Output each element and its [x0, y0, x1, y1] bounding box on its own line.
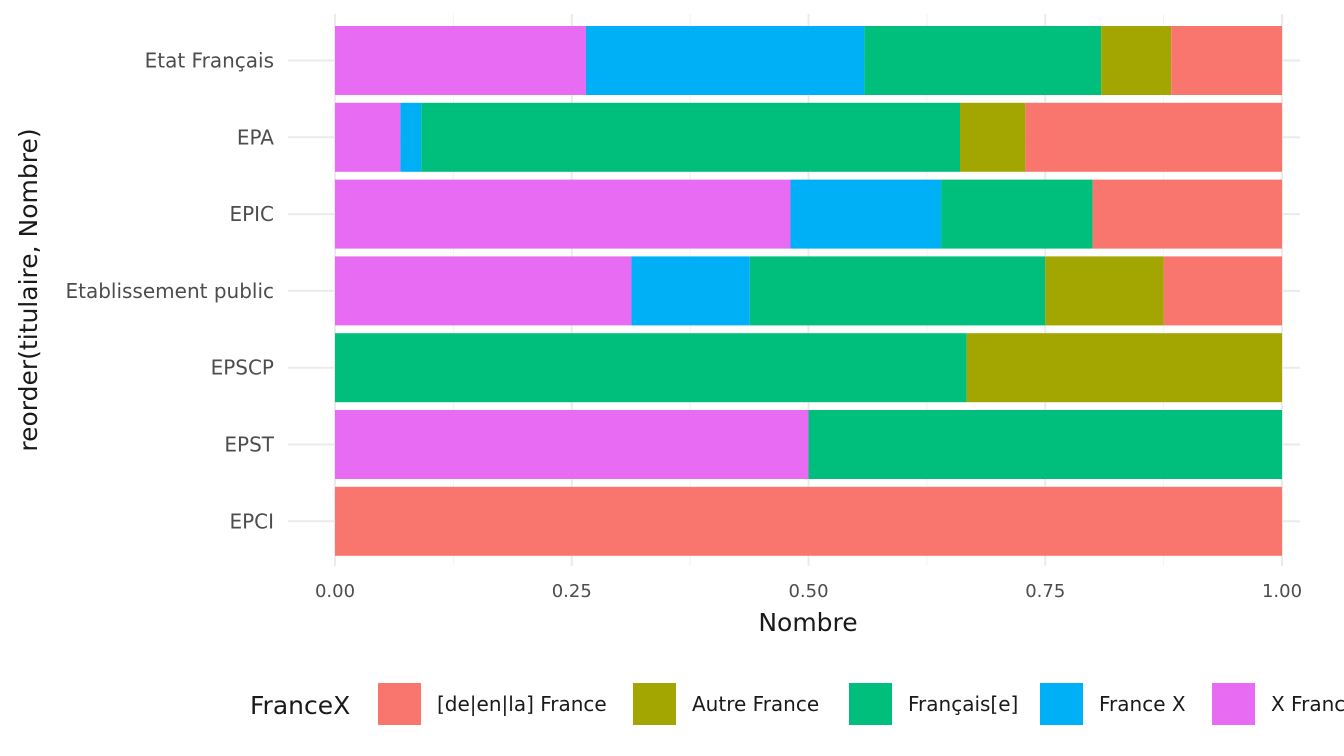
legend-label: Autre France — [692, 692, 819, 716]
y-axis-title: reorder(titulaire, Nombre) — [14, 128, 43, 451]
legend-title: FranceX — [250, 691, 350, 720]
bars — [335, 26, 1282, 556]
x-tick-label: 0.25 — [552, 581, 592, 602]
bar-segment — [335, 26, 586, 95]
x-axis-ticks: 0.00 0.25 0.50 0.75 1.00 — [315, 581, 1302, 602]
x-axis-title: Nombre — [758, 608, 857, 637]
legend-key — [1040, 683, 1083, 725]
legend-label: Français[e] — [908, 692, 1018, 716]
bar-segment — [585, 26, 865, 95]
x-tick-label: 1.00 — [1262, 581, 1302, 602]
bar-segment — [790, 179, 942, 249]
bar-segment — [960, 102, 1026, 172]
bar-segment — [335, 333, 967, 403]
bar-segment — [1025, 102, 1282, 172]
legend-label: France X — [1099, 692, 1186, 716]
x-tick-label: 0.50 — [788, 581, 828, 602]
legend-label: [de|en|la] France — [437, 692, 607, 716]
y-tick-label: EPST — [224, 433, 274, 457]
y-tick-label: EPA — [237, 125, 274, 149]
bar-segment — [1045, 256, 1164, 326]
bar-segment — [335, 486, 1282, 556]
bar-segment — [749, 256, 1046, 326]
legend-key — [633, 683, 676, 725]
bar-segment — [335, 102, 401, 172]
bar-segment — [335, 256, 632, 326]
bar-segment — [864, 26, 1102, 95]
y-axis-ticks: Etat Français EPA EPIC Etablissement public… — [65, 49, 274, 534]
bar-segment — [335, 410, 809, 479]
legend: FranceX [de|en|la] France Autre France Fra… — [250, 683, 1344, 725]
x-tick-label: 0.75 — [1025, 581, 1065, 602]
bar-segment — [1163, 256, 1282, 326]
legend-label: X France — [1271, 692, 1344, 716]
y-tick-label: Etablissement public — [65, 279, 274, 303]
bar-segment — [808, 410, 1282, 479]
bar-segment — [631, 256, 750, 326]
y-tick-label: EPIC — [229, 202, 274, 226]
y-tick-label: Etat Français — [145, 49, 274, 73]
bar-segment — [421, 102, 961, 172]
y-tick-label: EPCI — [229, 509, 274, 533]
x-tick-label: 0.00 — [315, 581, 355, 602]
bar-segment — [335, 179, 791, 249]
bar-segment — [941, 179, 1093, 249]
bar-segment — [966, 333, 1282, 403]
bar-segment — [400, 102, 422, 172]
bar-segment — [1171, 26, 1282, 95]
bar-segment — [1092, 179, 1282, 249]
legend-key — [378, 683, 421, 725]
legend-key — [849, 683, 892, 725]
bar-segment — [1101, 26, 1172, 95]
y-tick-label: EPSCP — [211, 356, 274, 380]
legend-key — [1212, 683, 1255, 725]
